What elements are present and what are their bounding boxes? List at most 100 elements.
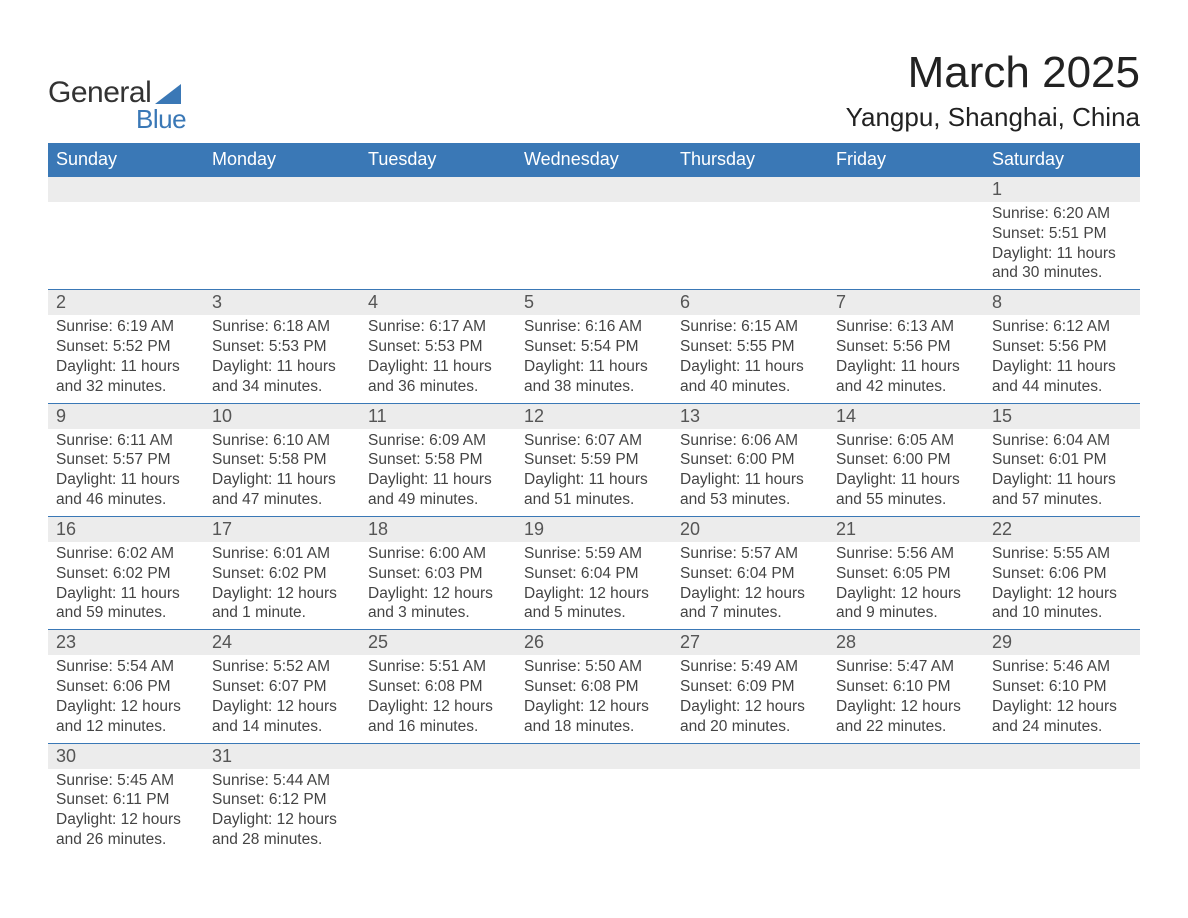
daylight-line: Daylight: 12 hours and 18 minutes. — [524, 697, 664, 737]
daylight-line: Daylight: 11 hours and 46 minutes. — [56, 470, 196, 510]
sunset-line: Sunset: 6:03 PM — [368, 564, 508, 584]
page-header: General Blue March 2025 Yangpu, Shanghai… — [48, 48, 1140, 135]
day-detail-cell: Sunrise: 6:15 AMSunset: 5:55 PMDaylight:… — [672, 315, 828, 403]
sunset-line: Sunset: 6:09 PM — [680, 677, 820, 697]
sunset-line: Sunset: 6:05 PM — [836, 564, 976, 584]
daylight-line: Daylight: 11 hours and 49 minutes. — [368, 470, 508, 510]
day-number-cell — [984, 743, 1140, 769]
month-title: March 2025 — [846, 48, 1140, 98]
day-detail-cell: Sunrise: 6:19 AMSunset: 5:52 PMDaylight:… — [48, 315, 204, 403]
day-detail-cell: Sunrise: 6:01 AMSunset: 6:02 PMDaylight:… — [204, 542, 360, 630]
day-header-row: SundayMondayTuesdayWednesdayThursdayFrid… — [48, 143, 1140, 177]
day-number: 11 — [360, 404, 516, 429]
sunset-line: Sunset: 6:04 PM — [524, 564, 664, 584]
sail-icon — [155, 84, 181, 104]
sunrise-line: Sunrise: 5:46 AM — [992, 657, 1132, 677]
day-number-cell: 28 — [828, 630, 984, 656]
sunset-line: Sunset: 5:55 PM — [680, 337, 820, 357]
day-number: 7 — [828, 290, 984, 315]
day-number-cell: 13 — [672, 403, 828, 429]
day-number-cell: 23 — [48, 630, 204, 656]
week-detail-row: Sunrise: 5:45 AMSunset: 6:11 PMDaylight:… — [48, 769, 1140, 856]
day-number-cell: 21 — [828, 516, 984, 542]
sunset-line: Sunset: 6:12 PM — [212, 790, 352, 810]
day-number-cell: 16 — [48, 516, 204, 542]
day-detail-cell — [360, 202, 516, 290]
day-detail-cell: Sunrise: 6:11 AMSunset: 5:57 PMDaylight:… — [48, 429, 204, 517]
sunrise-line: Sunrise: 6:18 AM — [212, 317, 352, 337]
day-number — [516, 177, 672, 201]
day-number: 23 — [48, 630, 204, 655]
week-daynum-row: 16171819202122 — [48, 516, 1140, 542]
day-number-cell: 18 — [360, 516, 516, 542]
day-number-cell — [672, 177, 828, 203]
day-number: 28 — [828, 630, 984, 655]
day-detail-cell — [204, 202, 360, 290]
day-number-cell: 17 — [204, 516, 360, 542]
sunset-line: Sunset: 5:56 PM — [992, 337, 1132, 357]
daylight-line: Daylight: 11 hours and 47 minutes. — [212, 470, 352, 510]
sunset-line: Sunset: 5:54 PM — [524, 337, 664, 357]
day-header: Thursday — [672, 143, 828, 177]
day-number-cell: 6 — [672, 290, 828, 316]
sunrise-line: Sunrise: 6:04 AM — [992, 431, 1132, 451]
sunrise-line: Sunrise: 5:49 AM — [680, 657, 820, 677]
sunrise-line: Sunrise: 5:55 AM — [992, 544, 1132, 564]
sunset-line: Sunset: 5:58 PM — [368, 450, 508, 470]
sunrise-line: Sunrise: 6:11 AM — [56, 431, 196, 451]
sunset-line: Sunset: 5:53 PM — [212, 337, 352, 357]
day-detail-cell: Sunrise: 6:17 AMSunset: 5:53 PMDaylight:… — [360, 315, 516, 403]
sunset-line: Sunset: 6:04 PM — [680, 564, 820, 584]
day-number-cell — [516, 177, 672, 203]
sunrise-line: Sunrise: 5:57 AM — [680, 544, 820, 564]
sunrise-line: Sunrise: 5:54 AM — [56, 657, 196, 677]
daylight-line: Daylight: 12 hours and 22 minutes. — [836, 697, 976, 737]
day-header: Monday — [204, 143, 360, 177]
day-detail-cell — [516, 202, 672, 290]
day-number-cell: 30 — [48, 743, 204, 769]
daylight-line: Daylight: 12 hours and 20 minutes. — [680, 697, 820, 737]
sunset-line: Sunset: 6:02 PM — [212, 564, 352, 584]
week-detail-row: Sunrise: 6:19 AMSunset: 5:52 PMDaylight:… — [48, 315, 1140, 403]
sunrise-line: Sunrise: 6:15 AM — [680, 317, 820, 337]
sunrise-line: Sunrise: 5:44 AM — [212, 771, 352, 791]
sunset-line: Sunset: 5:52 PM — [56, 337, 196, 357]
day-number-cell: 31 — [204, 743, 360, 769]
sunset-line: Sunset: 6:02 PM — [56, 564, 196, 584]
day-number — [360, 744, 516, 768]
day-detail-cell: Sunrise: 6:10 AMSunset: 5:58 PMDaylight:… — [204, 429, 360, 517]
day-number-cell — [204, 177, 360, 203]
day-detail-cell — [672, 769, 828, 856]
sunrise-line: Sunrise: 5:47 AM — [836, 657, 976, 677]
day-number-cell — [828, 177, 984, 203]
day-number: 17 — [204, 517, 360, 542]
daylight-line: Daylight: 12 hours and 28 minutes. — [212, 810, 352, 850]
daylight-line: Daylight: 12 hours and 26 minutes. — [56, 810, 196, 850]
day-detail-cell: Sunrise: 5:44 AMSunset: 6:12 PMDaylight:… — [204, 769, 360, 856]
day-detail-cell: Sunrise: 5:55 AMSunset: 6:06 PMDaylight:… — [984, 542, 1140, 630]
day-number: 25 — [360, 630, 516, 655]
day-detail-cell: Sunrise: 6:06 AMSunset: 6:00 PMDaylight:… — [672, 429, 828, 517]
sunset-line: Sunset: 6:07 PM — [212, 677, 352, 697]
sunrise-line: Sunrise: 6:02 AM — [56, 544, 196, 564]
day-number-cell: 9 — [48, 403, 204, 429]
week-detail-row: Sunrise: 5:54 AMSunset: 6:06 PM Daylight:… — [48, 655, 1140, 743]
day-number: 10 — [204, 404, 360, 429]
day-detail-cell — [984, 769, 1140, 856]
day-number: 22 — [984, 517, 1140, 542]
sunset-line: Sunset: 6:00 PM — [680, 450, 820, 470]
sunset-line: Sunset: 6:06 PM — [56, 677, 196, 697]
day-number: 4 — [360, 290, 516, 315]
day-detail-cell: Sunrise: 6:13 AMSunset: 5:56 PMDaylight:… — [828, 315, 984, 403]
day-detail-cell: Sunrise: 5:54 AMSunset: 6:06 PMDaylight:… — [48, 655, 204, 743]
sunrise-line: Sunrise: 6:10 AM — [212, 431, 352, 451]
day-number: 18 — [360, 517, 516, 542]
day-number-cell: 14 — [828, 403, 984, 429]
day-header: Friday — [828, 143, 984, 177]
day-number-cell: 12 — [516, 403, 672, 429]
day-number-cell — [672, 743, 828, 769]
sunrise-line: Sunrise: 6:07 AM — [524, 431, 664, 451]
day-detail-cell — [672, 202, 828, 290]
day-number: 14 — [828, 404, 984, 429]
day-detail-cell: Sunrise: 5:57 AMSunset: 6:04 PMDaylight:… — [672, 542, 828, 630]
